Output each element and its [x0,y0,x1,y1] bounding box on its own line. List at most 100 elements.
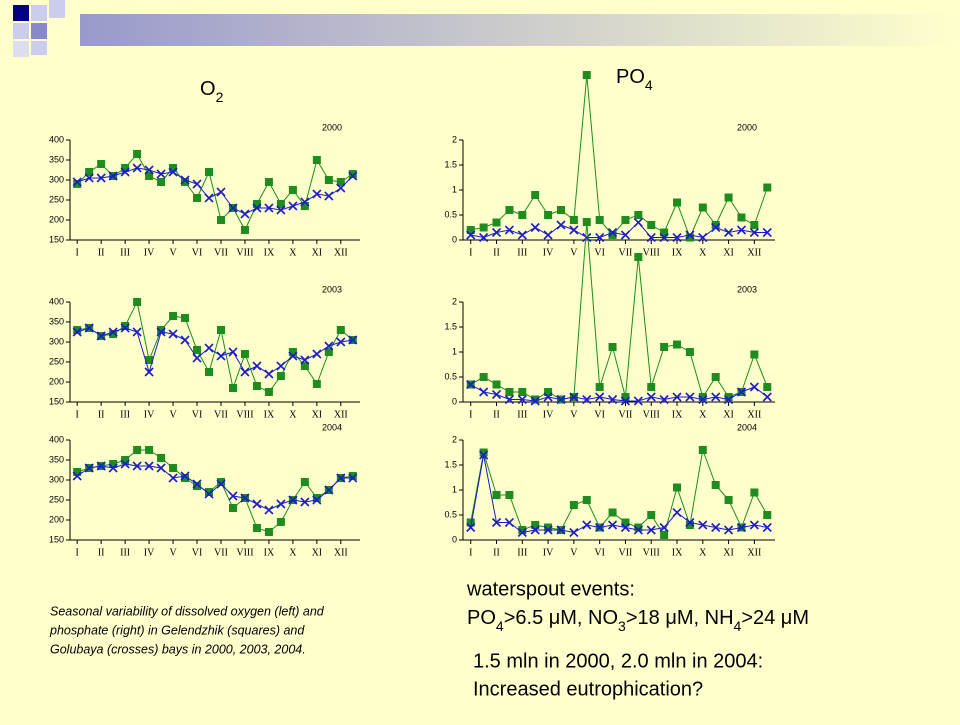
y-tick-label: 150 [49,234,64,244]
x-tick-label: XI [312,247,323,258]
square-marker [169,464,178,472]
x-tick-label: VIII [236,409,253,420]
square-marker [647,383,656,391]
cross-marker [312,189,322,199]
square-marker [157,178,166,186]
x-tick-label: IX [264,247,275,258]
square-marker [252,524,261,532]
y-tick-label: 150 [49,534,64,544]
square-marker [531,521,540,529]
square-marker [145,446,154,454]
cross-marker [264,369,274,379]
cross-marker [582,232,592,243]
square-marker [193,194,202,202]
cross-marker [120,459,130,469]
square-marker [324,176,333,184]
x-tick-label: V [169,409,177,420]
cross-marker [672,507,682,518]
x-tick-label: XII [334,409,348,420]
x-tick-label: II [493,547,500,558]
series-line [76,463,353,511]
square-marker [518,526,527,534]
x-tick-label: VII [619,409,633,420]
square-marker [711,481,720,489]
y-tick-label: 300 [49,174,64,184]
square-marker [492,491,501,499]
cross-marker [517,527,527,538]
x-tick-label: X [289,409,297,420]
square-marker [300,362,309,370]
cross-marker [252,361,262,371]
cross-marker [646,232,656,243]
x-tick-label: VI [594,247,605,258]
cross-marker [595,232,605,243]
square-marker [264,528,273,536]
x-tick-label: V [570,247,578,258]
x-tick-label: XI [312,409,323,420]
series-line [470,221,768,239]
conclusion-line: 1.5 mln in 2000, 2.0 mln in 2004: [473,650,763,672]
x-tick-label: II [98,547,105,558]
y-tick-label: 1 [452,184,457,194]
cross-marker [685,230,695,240]
x-tick-label: IX [264,409,275,420]
caption-line: phosphate (right) in Gelendzhik (squares… [49,623,305,637]
y-tick-label: 300 [49,474,64,484]
square-marker [85,168,94,176]
square-marker [300,202,309,210]
square-marker [240,350,249,358]
y-tick-label: 1.5 [444,321,457,331]
square-marker [621,518,630,527]
cross-marker [569,392,579,402]
cross-marker [312,495,322,505]
cross-marker [762,522,772,533]
cross-marker [595,392,605,402]
events-line: PO4>6.5 μM, NO3>18 μM, NH4>24 μM [467,607,809,633]
square-marker [634,523,643,532]
cross-marker [276,361,286,371]
x-tick-label: XII [334,247,348,258]
square-marker [288,186,297,194]
cross-marker [659,522,669,533]
y-tick-label: 250 [49,194,64,204]
cross-marker [192,479,202,489]
cross-marker [156,169,166,179]
cross-marker [96,173,106,183]
cross-marker [312,349,322,359]
cross-marker [762,392,772,402]
cross-marker [633,525,643,535]
x-tick-label: IX [672,547,683,558]
square-marker [737,213,746,222]
cross-marker [749,227,759,238]
x-tick-label: VII [214,547,228,558]
chart-title: 2003 [322,284,342,294]
square-marker [505,491,514,499]
square-marker [216,326,225,334]
cross-marker [736,387,747,397]
x-tick-label: I [469,247,472,258]
cross-marker [72,327,82,337]
cross-marker [108,327,118,337]
square-marker [466,518,475,527]
cross-marker [216,479,226,489]
x-tick-label: XII [747,547,761,558]
chart-title: 2000 [322,122,342,132]
square-marker [724,393,733,401]
y-tick-label: 1.5 [444,459,457,469]
cross-marker [192,353,202,363]
square-marker [205,488,214,496]
cross-marker [556,220,566,230]
square-marker [216,216,225,224]
cross-marker [84,463,94,473]
cross-marker [736,225,747,235]
text-part: >24 μM [741,607,809,629]
square-marker [621,393,630,401]
x-tick-label: IV [144,409,155,420]
x-tick-label: I [76,409,79,420]
y-tick-label: 2 [452,134,457,144]
cross-marker [228,347,238,357]
